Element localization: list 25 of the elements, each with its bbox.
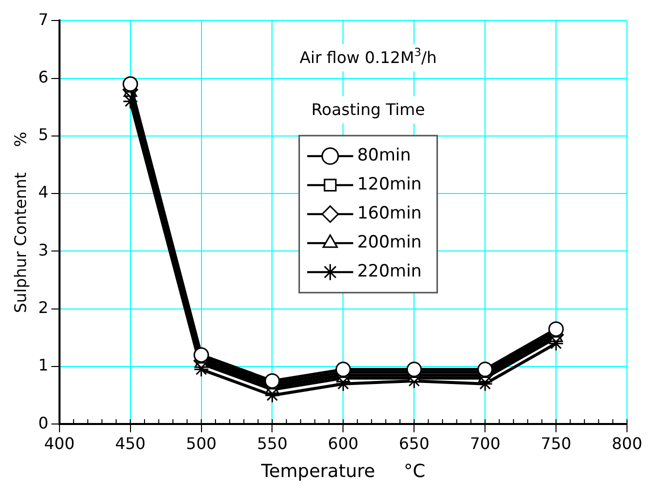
legend-label: 160min bbox=[357, 204, 422, 224]
x-tick-label: 600 bbox=[328, 434, 358, 453]
x-tick-label: 500 bbox=[186, 434, 217, 453]
y-tick-label: 3 bbox=[38, 240, 48, 260]
y-tick-label: 2 bbox=[38, 298, 48, 318]
x-tick-label: 650 bbox=[398, 434, 430, 453]
legend-label: 120min bbox=[357, 174, 422, 195]
y-axis-title: Sulphur Contennt % bbox=[10, 132, 30, 314]
legend-label: 200min bbox=[357, 232, 422, 253]
legend-label: 220min bbox=[357, 262, 422, 282]
y-tick-label: 5 bbox=[38, 125, 48, 144]
x-tick-label: 550 bbox=[256, 434, 288, 453]
y-tick-label: 0 bbox=[38, 413, 48, 432]
y-tick-label: 7 bbox=[38, 10, 48, 29]
legend-label: 80min bbox=[357, 146, 411, 166]
y-tick-label: 6 bbox=[38, 67, 48, 86]
x-tick-label: 750 bbox=[540, 434, 572, 453]
x-tick-label: 450 bbox=[115, 434, 146, 453]
x-axis-title: Temperature °C bbox=[260, 460, 426, 482]
y-tick-label: 1 bbox=[38, 356, 48, 375]
x-tick-label: 400 bbox=[44, 434, 75, 453]
x-tick-label: 700 bbox=[470, 434, 500, 453]
y-tick-label: 4 bbox=[38, 182, 48, 202]
x-tick-label: 800 bbox=[612, 434, 642, 453]
legend-title: Roasting Time bbox=[311, 100, 425, 119]
